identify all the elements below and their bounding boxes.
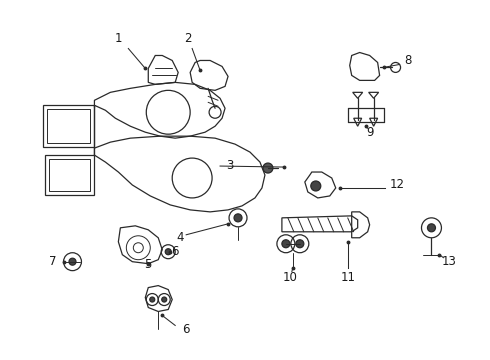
Text: 2: 2 bbox=[184, 32, 192, 45]
Text: 8: 8 bbox=[404, 54, 411, 67]
Text: 11: 11 bbox=[340, 271, 355, 284]
Circle shape bbox=[165, 249, 171, 255]
Text: 10: 10 bbox=[282, 271, 297, 284]
Circle shape bbox=[311, 181, 321, 191]
Circle shape bbox=[234, 214, 242, 222]
Text: 1: 1 bbox=[115, 32, 122, 45]
Circle shape bbox=[263, 163, 273, 173]
Text: 12: 12 bbox=[390, 179, 405, 192]
Bar bbox=[47, 109, 91, 143]
Circle shape bbox=[427, 224, 436, 232]
Bar bbox=[49, 159, 91, 191]
Text: 3: 3 bbox=[226, 158, 234, 172]
Bar bbox=[43, 105, 95, 147]
Text: 9: 9 bbox=[366, 126, 373, 139]
Text: 6: 6 bbox=[182, 323, 190, 336]
Circle shape bbox=[150, 297, 155, 302]
Text: 13: 13 bbox=[442, 255, 457, 268]
Circle shape bbox=[162, 297, 167, 302]
Text: 4: 4 bbox=[176, 231, 184, 244]
Bar bbox=[45, 155, 95, 195]
Circle shape bbox=[282, 240, 290, 248]
Text: 5: 5 bbox=[145, 258, 152, 271]
Circle shape bbox=[69, 258, 76, 265]
Text: 7: 7 bbox=[49, 255, 56, 268]
Text: 6: 6 bbox=[172, 245, 179, 258]
Circle shape bbox=[296, 240, 304, 248]
